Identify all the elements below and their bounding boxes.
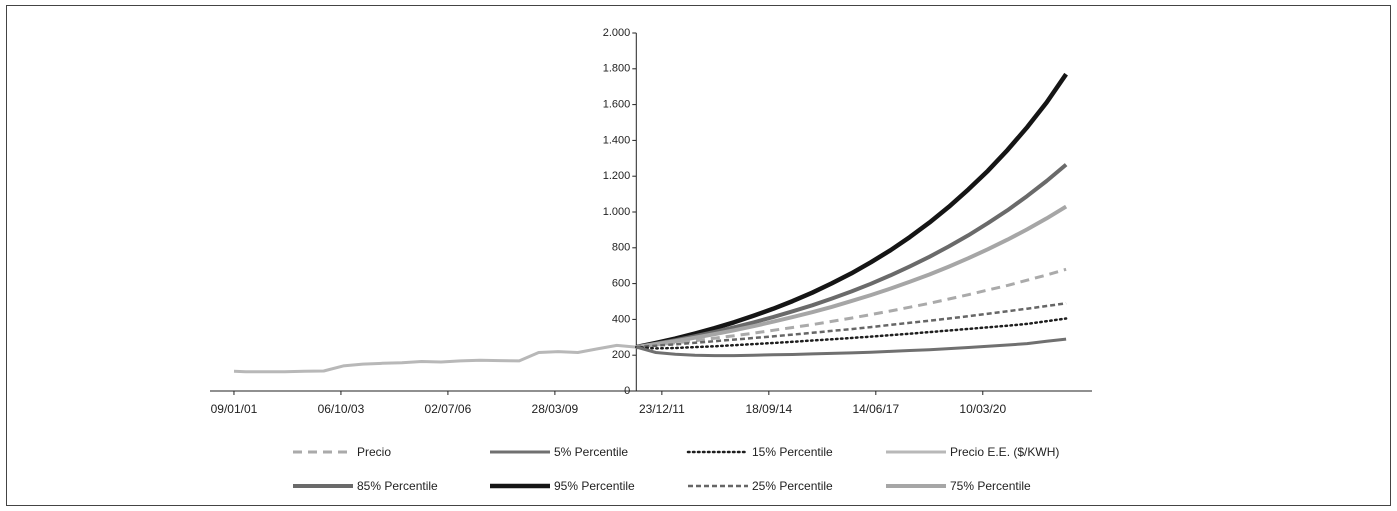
y-tick-label: 1.000: [603, 206, 631, 218]
x-tick-label: 28/03/09: [532, 402, 579, 416]
y-tick-label: 1.400: [603, 134, 631, 146]
legend-label: 95% Percentile: [554, 479, 635, 493]
legend-label: 5% Percentile: [554, 445, 628, 459]
x-tick-label: 10/03/20: [959, 402, 1006, 416]
y-tick-label: 1.600: [603, 99, 631, 111]
x-tick-label: 14/06/17: [852, 402, 899, 416]
y-tick-label: 400: [612, 313, 630, 325]
y-tick-label: 600: [612, 278, 630, 290]
series-line: [635, 72, 1068, 350]
legend-label: 15% Percentile: [752, 445, 833, 459]
y-tick-label: 200: [612, 349, 630, 361]
series-line: [636, 267, 1067, 349]
x-tick-label: 02/07/06: [425, 402, 472, 416]
x-tick-label: 23/12/11: [639, 402, 685, 416]
legend-label: 25% Percentile: [752, 479, 833, 493]
frame: [6, 5, 1391, 506]
legend-label: 75% Percentile: [950, 479, 1031, 493]
y-tick-label: 800: [612, 242, 630, 254]
series-line: [635, 317, 1068, 350]
series-line: [635, 163, 1068, 350]
legend-label: 85% Percentile: [357, 479, 438, 493]
series-line: [635, 337, 1067, 358]
y-tick-label: 2.000: [603, 27, 631, 39]
y-tick-label: 1.200: [603, 170, 631, 182]
legend-label: Precio: [357, 445, 391, 459]
x-tick-label: 09/01/01: [211, 402, 258, 416]
legend-label: Precio E.E. ($/KWH): [950, 445, 1059, 459]
y-tick-label: 0: [624, 385, 630, 397]
y-tick-label: 1.800: [603, 63, 631, 75]
series-line: [635, 204, 1068, 350]
x-tick-label: 06/10/03: [318, 402, 365, 416]
series-line: [233, 343, 637, 374]
x-tick-label: 18/09/14: [745, 402, 792, 416]
